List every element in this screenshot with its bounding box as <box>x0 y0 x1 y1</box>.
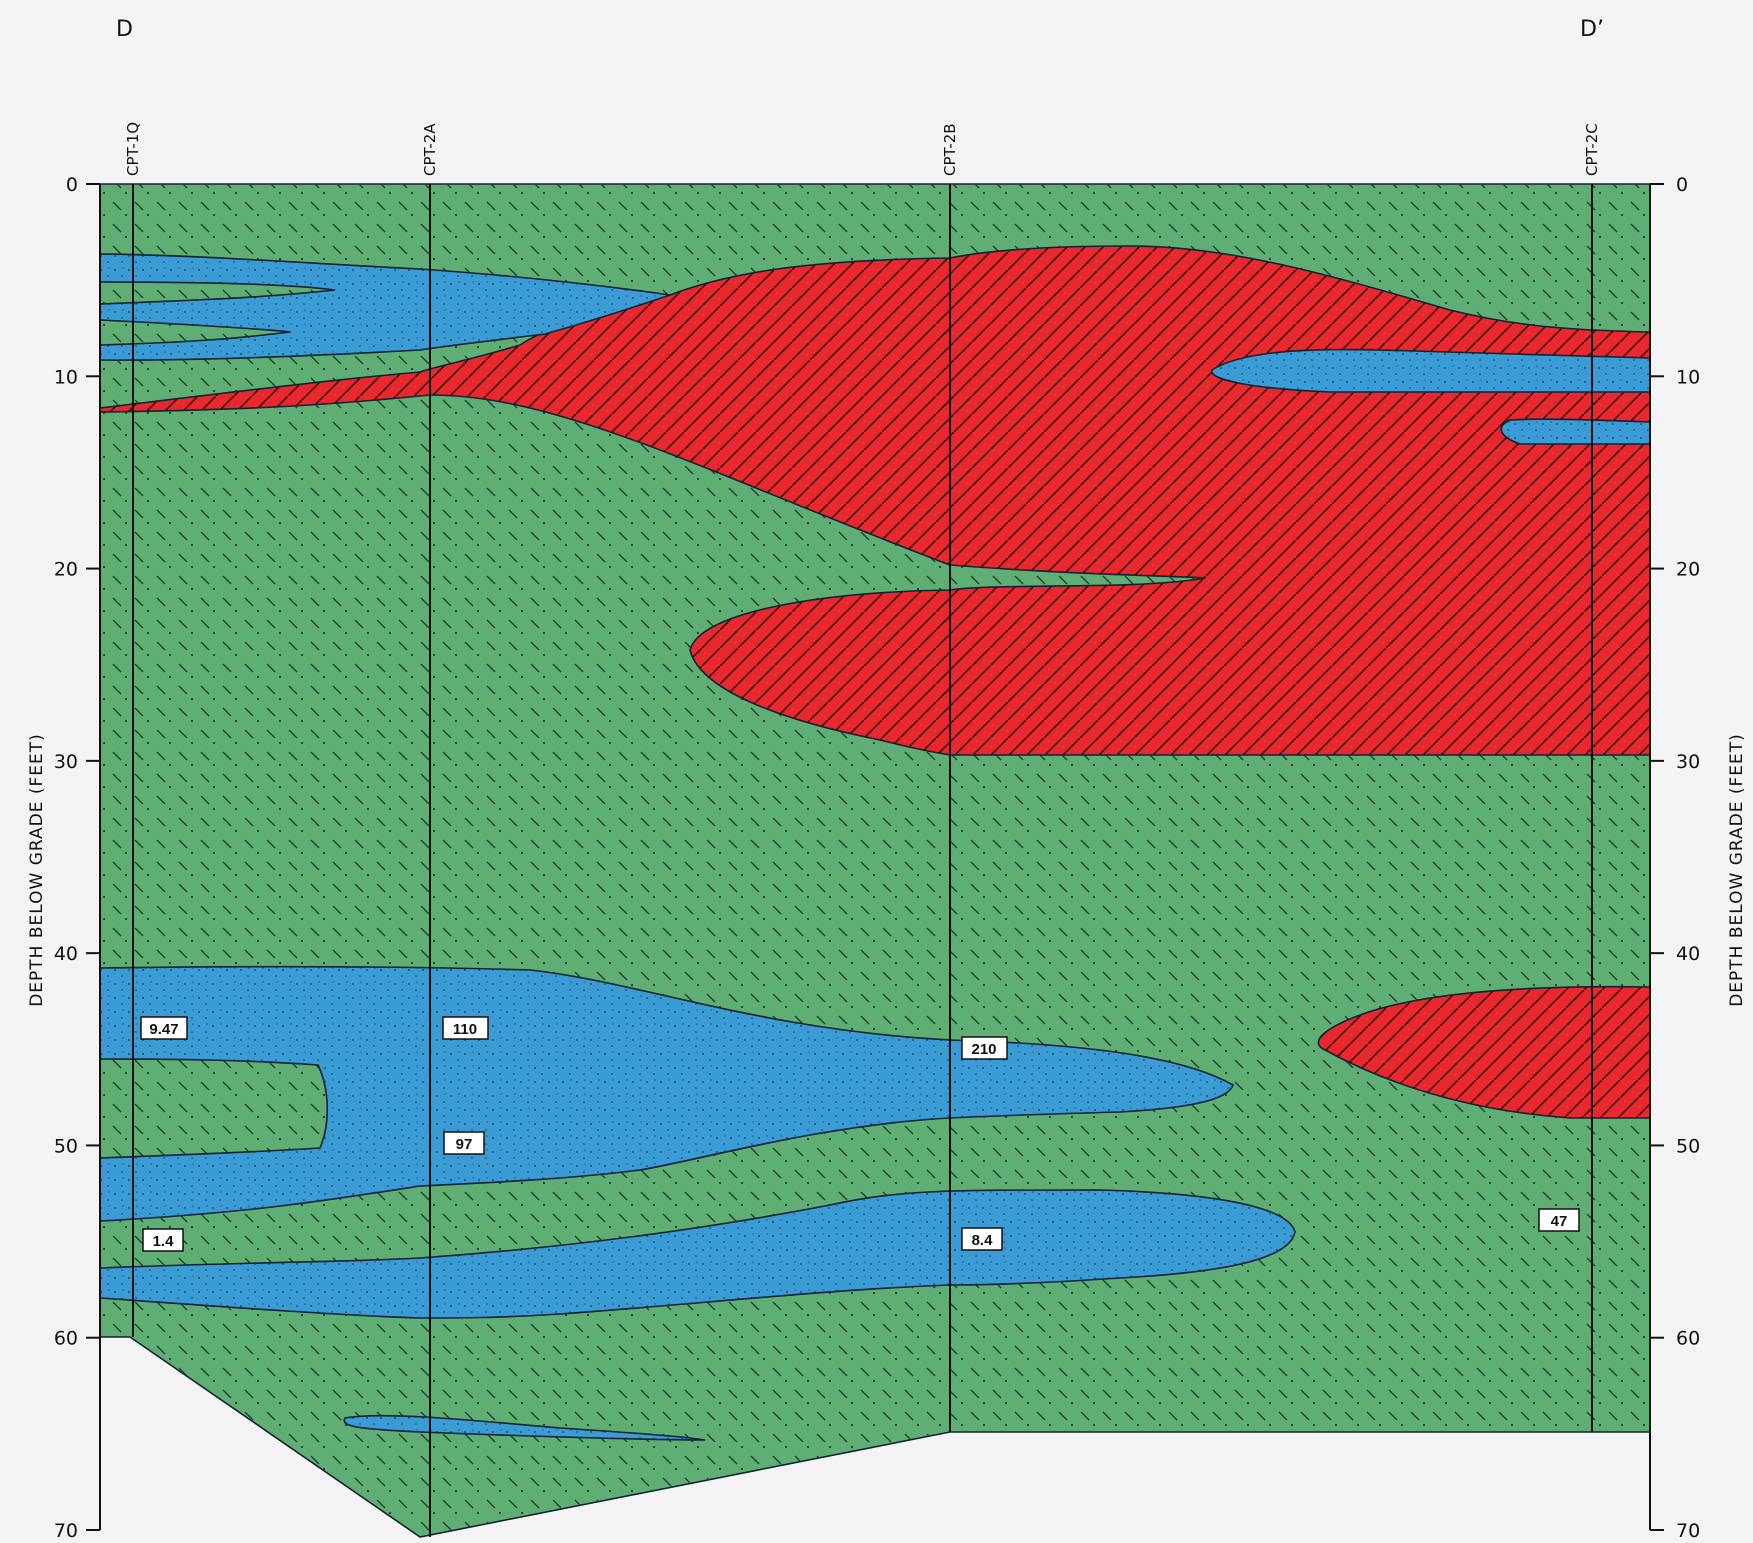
right-axis-tick-label: 10 <box>1676 366 1700 388</box>
left-axis-tick-label: 70 <box>54 1520 78 1542</box>
svg-text:110: 110 <box>453 1021 477 1038</box>
blue-layer-upper-right <box>1210 348 1650 393</box>
left-axis-tick-label: 20 <box>54 559 78 581</box>
svg-text:97: 97 <box>456 1136 473 1153</box>
value-box-210: 210 <box>961 1036 1008 1060</box>
blue-layer-lower <box>100 1189 1296 1319</box>
boring-label-cpt-1q: CPT-1Q <box>124 122 142 176</box>
blue-layer-thin <box>343 1414 706 1441</box>
right-axis-tick-label: 40 <box>1676 943 1700 965</box>
value-box-47: 47 <box>1538 1208 1580 1232</box>
boring-lines <box>132 184 1593 1537</box>
boring-label-cpt-2c: CPT-2C <box>1583 123 1601 176</box>
value-box-8-4: 8.4 <box>961 1227 1003 1251</box>
value-labels: 9.47 110 210 97 1.4 8.4 47 <box>140 1016 1580 1252</box>
right-axis-tick-label: 20 <box>1676 559 1700 581</box>
right-depth-axis: 0 10 20 30 40 50 60 70 DEPTH BELOW GRADE (FEET) <box>1649 174 1747 1542</box>
left-axis-tick-label: 50 <box>54 1135 78 1157</box>
left-axis-tick-label: 30 <box>54 751 78 773</box>
boring-labels: CPT-1Q CPT-2A CPT-2B CPT-2C <box>124 122 1601 176</box>
boring-label-cpt-2b: CPT-2B <box>941 123 959 176</box>
right-axis-tick-label: 30 <box>1676 751 1700 773</box>
section-end-label: D’ <box>1580 17 1604 42</box>
svg-text:47: 47 <box>1551 1213 1568 1230</box>
red-layer-lower-lens <box>1317 985 1650 1119</box>
blue-layer-upper-right-lens <box>1500 418 1650 445</box>
right-axis-title: DEPTH BELOW GRADE (FEET) <box>1727 733 1747 1007</box>
value-box-1-4: 1.4 <box>142 1228 184 1252</box>
left-axis-title: DEPTH BELOW GRADE (FEET) <box>27 733 47 1007</box>
svg-text:8.4: 8.4 <box>972 1232 994 1249</box>
svg-text:210: 210 <box>971 1041 996 1058</box>
blue-layer-upper-left <box>100 253 671 361</box>
value-box-9-47: 9.47 <box>140 1016 188 1040</box>
value-box-110: 110 <box>442 1016 489 1040</box>
right-axis-tick-label: 0 <box>1676 174 1688 196</box>
right-axis-tick-label: 70 <box>1676 1520 1700 1542</box>
layers <box>100 245 1650 1441</box>
left-axis-tick-label: 40 <box>54 943 78 965</box>
left-axis-tick-label: 60 <box>54 1328 78 1350</box>
boring-label-cpt-2a: CPT-2A <box>421 123 439 176</box>
left-axis-tick-label: 0 <box>66 174 78 196</box>
value-box-97: 97 <box>443 1131 485 1155</box>
svg-text:1.4: 1.4 <box>153 1233 175 1250</box>
right-axis-tick-label: 60 <box>1676 1328 1700 1350</box>
left-depth-axis: 0 10 20 30 40 50 60 70 DEPTH BELOW GRADE (FEET) <box>27 174 101 1542</box>
left-axis-tick-label: 10 <box>54 366 78 388</box>
right-axis-tick-label: 50 <box>1676 1135 1700 1157</box>
svg-text:9.47: 9.47 <box>149 1021 178 1038</box>
section-start-label: D <box>116 17 133 42</box>
blue-layer-middle <box>100 965 1234 1222</box>
